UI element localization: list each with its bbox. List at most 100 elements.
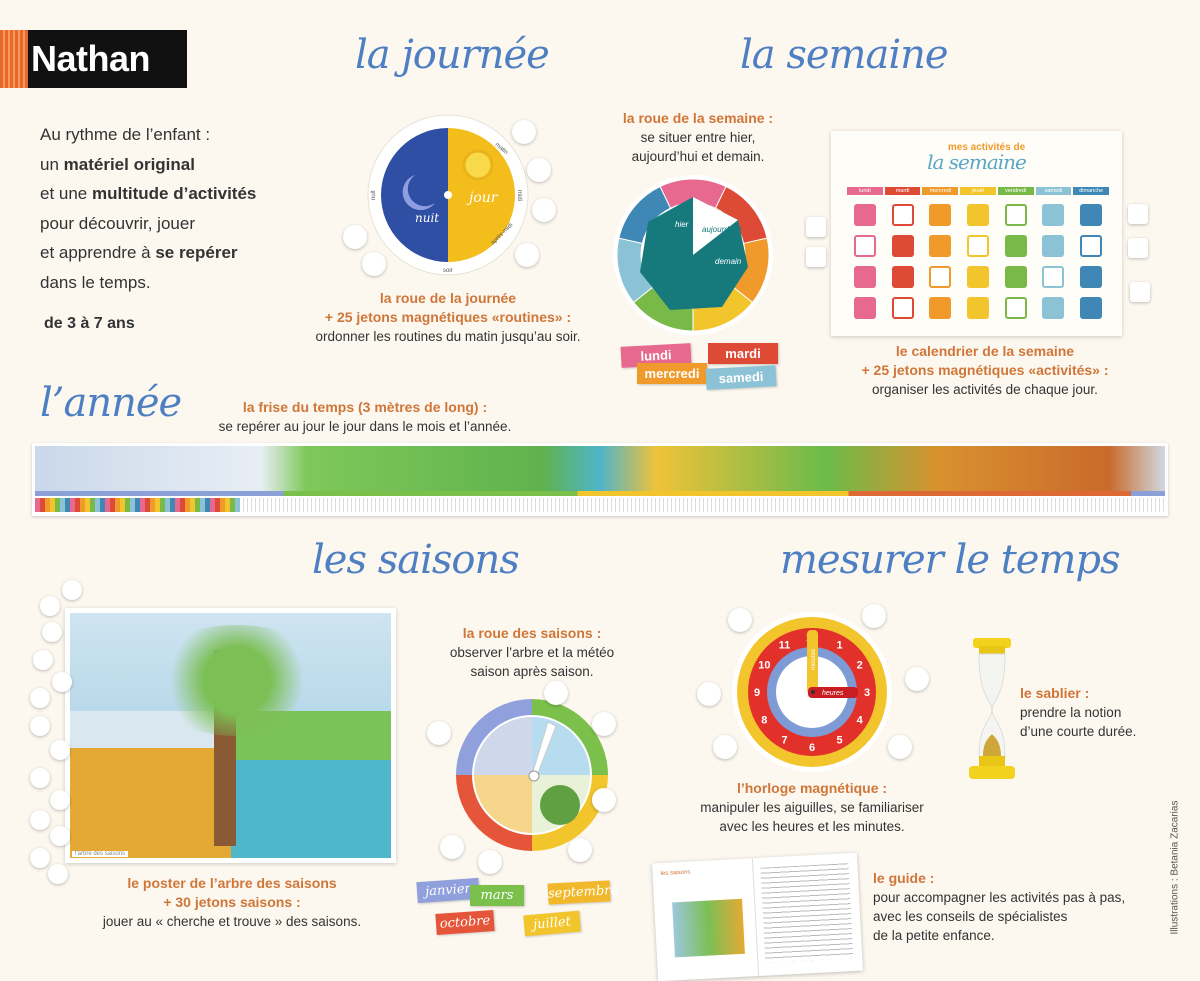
activity-slot[interactable] bbox=[853, 235, 876, 257]
month-tag: juillet bbox=[523, 910, 581, 937]
activity-slot[interactable] bbox=[1004, 297, 1027, 319]
intro-line: Au rythme de l’enfant : bbox=[40, 125, 211, 144]
activity-slot[interactable] bbox=[1042, 266, 1065, 288]
calendar-day-header: lundi bbox=[847, 187, 883, 195]
season-token bbox=[30, 810, 50, 830]
clock-caption: l’horloge magnétique : manipuler les aig… bbox=[700, 780, 924, 834]
activity-slot[interactable] bbox=[1080, 266, 1103, 288]
calendar-day-header: dimanche bbox=[1073, 187, 1110, 195]
activity-slot[interactable] bbox=[1080, 235, 1103, 257]
svg-text:midi: midi bbox=[516, 190, 522, 201]
season-token bbox=[30, 716, 50, 736]
activity-token bbox=[806, 247, 826, 267]
illustration-credit: Illustrations : Betania Zacarias bbox=[1169, 800, 1181, 935]
tree-crown bbox=[140, 625, 334, 736]
clock-numeral: 3 bbox=[864, 687, 870, 699]
frieze-landscape bbox=[35, 446, 1165, 491]
magnetic-clock: 111098765432112 minutes heures bbox=[732, 612, 892, 772]
activity-token bbox=[806, 217, 826, 237]
frieze-day-cells bbox=[35, 498, 1165, 512]
activity-slot[interactable] bbox=[929, 235, 952, 257]
section-title-journee: la journée bbox=[355, 32, 550, 78]
calendar-caption: le calendrier de la semaine + 25 jetons … bbox=[861, 343, 1109, 397]
weather-token bbox=[568, 838, 592, 862]
clock-numeral: 7 bbox=[781, 735, 787, 747]
section-title-saisons: les saisons bbox=[312, 537, 520, 583]
activity-slot[interactable] bbox=[853, 297, 876, 319]
activity-slot[interactable] bbox=[967, 204, 990, 226]
activity-slot[interactable] bbox=[929, 297, 952, 319]
activity-slot[interactable] bbox=[1004, 266, 1027, 288]
week-wheel: hier aujourd’hui demain bbox=[613, 175, 773, 335]
clock-numeral: 2 bbox=[857, 660, 863, 672]
week-wheel-caption: la roue de la semaine : se situer entre … bbox=[622, 110, 774, 164]
week-wheel-segment bbox=[618, 185, 672, 245]
week-pointer-label: hier bbox=[675, 220, 689, 229]
routine-token bbox=[512, 120, 536, 144]
activity-slot[interactable] bbox=[967, 235, 990, 257]
routine-token bbox=[527, 158, 551, 182]
activity-slot[interactable] bbox=[853, 204, 876, 226]
night-label: nuit bbox=[415, 211, 439, 225]
activity-slot[interactable] bbox=[967, 297, 990, 319]
activity-slot[interactable] bbox=[853, 266, 876, 288]
section-title-temps: mesurer le temps bbox=[780, 537, 1121, 583]
routine-token bbox=[362, 252, 386, 276]
activity-slot[interactable] bbox=[1080, 204, 1103, 226]
frieze-colored-days bbox=[35, 498, 240, 512]
day-wheel-caption: la roue de la journée + 25 jetons magnét… bbox=[315, 290, 581, 344]
frieze-month-bands bbox=[35, 491, 1165, 496]
poster-label: l’arbre des saisons bbox=[72, 851, 129, 857]
activity-slot[interactable] bbox=[1042, 235, 1065, 257]
activity-slot[interactable] bbox=[891, 297, 914, 319]
activity-token bbox=[1128, 204, 1148, 224]
season-token bbox=[30, 848, 50, 868]
poster-caption: le poster de l’arbre des saisons + 30 je… bbox=[102, 875, 362, 929]
nathan-logo: Nathan bbox=[0, 30, 187, 88]
routine-token bbox=[515, 243, 539, 267]
activity-slot[interactable] bbox=[1042, 297, 1065, 319]
activity-slot[interactable] bbox=[891, 204, 914, 226]
activity-slot[interactable] bbox=[1042, 204, 1065, 226]
day-wheel: nuit jour matin midi après-midi soir nui… bbox=[367, 114, 529, 276]
calendar-day-header: mardi bbox=[884, 187, 921, 195]
hourglass bbox=[969, 638, 1015, 779]
section-title-annee: l’année bbox=[40, 380, 182, 426]
month-tag: octobre bbox=[435, 910, 495, 935]
calendar-title-small: mes activités de bbox=[947, 142, 1026, 153]
season-wheel bbox=[456, 699, 608, 851]
frieze-caption: la frise du temps (3 mètres de long) : s… bbox=[218, 399, 512, 434]
time-frieze bbox=[32, 443, 1168, 516]
season-token bbox=[50, 790, 70, 810]
intro-line: un matériel original bbox=[40, 154, 195, 174]
intro-line: dans le temps. bbox=[40, 272, 151, 292]
logo-text: Nathan bbox=[31, 38, 151, 79]
week-calendar: mes activités de la semaine lundi mardi me… bbox=[831, 131, 1122, 336]
weather-token bbox=[478, 850, 502, 874]
activity-slot[interactable] bbox=[929, 266, 952, 288]
calendar-day-header: samedi bbox=[1035, 187, 1072, 195]
svg-text:nuit: nuit bbox=[371, 190, 377, 200]
clock-numeral: 1 bbox=[836, 639, 842, 651]
activity-slot[interactable] bbox=[1080, 297, 1103, 319]
activity-slot[interactable] bbox=[891, 266, 914, 288]
routine-token bbox=[862, 604, 886, 628]
activity-slot[interactable] bbox=[967, 266, 990, 288]
calendar-day-header: jeudi bbox=[960, 187, 996, 195]
weather-token bbox=[544, 681, 568, 705]
season-token bbox=[42, 622, 62, 642]
activity-slot[interactable] bbox=[1004, 204, 1027, 226]
season-wheel-caption: la roue des saisons : observer l’arbre e… bbox=[449, 625, 615, 679]
calendar-day-header: mercredi bbox=[922, 187, 959, 195]
activity-slot[interactable] bbox=[1004, 235, 1027, 257]
age-range: de 3 à 7 ans bbox=[44, 315, 135, 332]
calendar-title-big: la semaine bbox=[927, 150, 1027, 174]
day-tag: samedi bbox=[705, 365, 777, 390]
weather-token bbox=[592, 712, 616, 736]
activity-slot[interactable] bbox=[929, 204, 952, 226]
activity-slot[interactable] bbox=[891, 235, 914, 257]
weather-token bbox=[592, 788, 616, 812]
activity-token bbox=[1128, 238, 1148, 258]
routine-token bbox=[697, 682, 721, 706]
routine-token bbox=[532, 198, 556, 222]
